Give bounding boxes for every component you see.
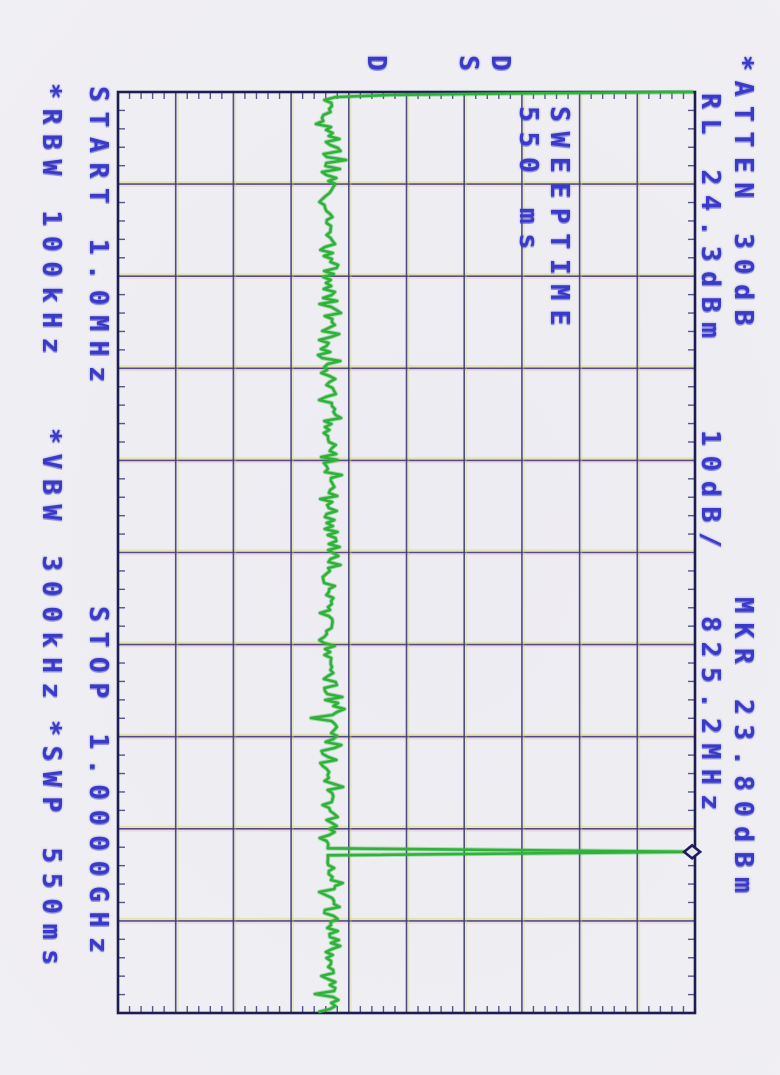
- graticule: [116, 90, 697, 1015]
- trace-path: [309, 90, 694, 1014]
- graticule-border: [116, 90, 697, 1015]
- start-frequency-readout: START 1.0MHz: [83, 86, 113, 392]
- marker-amplitude-readout: MKR 23.80dBm: [728, 597, 758, 903]
- annunciator-d-upper: D: [485, 55, 515, 81]
- trace: [308, 89, 695, 1015]
- annunciator-d-lower: D: [361, 55, 391, 81]
- annunciator-s: S: [453, 55, 483, 81]
- ref-level-readout: RL 24.3dBm: [695, 93, 725, 348]
- active-function-value: 550 ms: [513, 106, 543, 259]
- atten-readout: *ATTEN 30dB: [728, 55, 758, 335]
- marker-diamond-icon: [682, 843, 703, 861]
- stop-frequency-readout: STOP 1.0000GHz: [83, 606, 113, 963]
- sweep-time-readout: *SWP 550ms: [36, 720, 66, 975]
- vbw-readout: *VBW 300kHz: [36, 428, 66, 708]
- active-function-label: SWEEPTIME: [544, 106, 574, 336]
- marker-frequency-readout: 825.2MHz: [695, 616, 725, 820]
- scale-per-div-readout: 10dB/: [695, 430, 725, 558]
- rbw-readout: *RBW 100kHz: [36, 83, 66, 363]
